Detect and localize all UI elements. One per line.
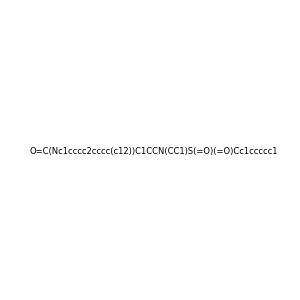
Text: O=C(Nc1cccc2cccc(c12))C1CCN(CC1)S(=O)(=O)Cc1ccccc1: O=C(Nc1cccc2cccc(c12))C1CCN(CC1)S(=O)(=O…	[29, 147, 278, 156]
